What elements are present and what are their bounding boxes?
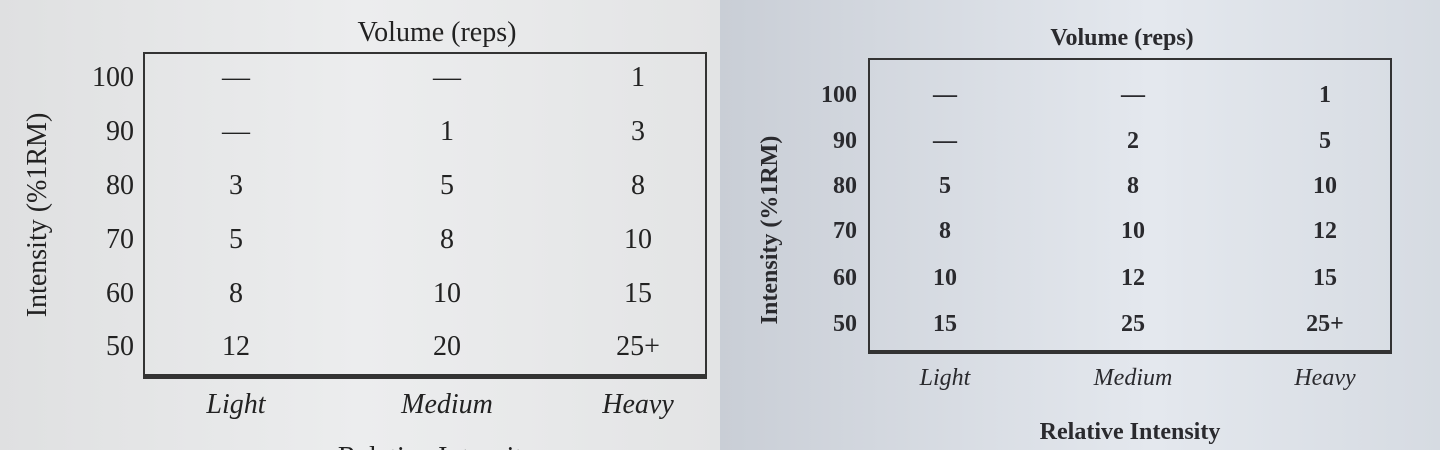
cell: 3 [631, 116, 645, 147]
column-label: Medium [1093, 365, 1173, 391]
cell: 25+ [616, 331, 660, 362]
cell: 5 [939, 173, 951, 199]
table-photo-left: Volume (reps) Intensity (%1RM) Relative In… [0, 0, 720, 450]
cell: — [222, 116, 250, 147]
cell: 5 [229, 224, 243, 255]
row-label: 60 [106, 278, 134, 309]
cell: 8 [229, 278, 243, 309]
cell: 8 [939, 218, 951, 244]
cell: 5 [440, 170, 454, 201]
x-axis-label: Relative Intensity [1039, 419, 1221, 445]
cell: 3 [229, 170, 243, 201]
cell: 10 [933, 265, 957, 291]
cell: 10 [1313, 173, 1337, 199]
cell: 12 [1313, 218, 1337, 244]
cell: 15 [1313, 265, 1337, 291]
cell: 8 [440, 224, 454, 255]
row-label: 80 [833, 173, 857, 199]
column-label: Light [206, 389, 266, 420]
title: Volume (reps) [357, 17, 517, 48]
cell: 1 [440, 116, 454, 147]
cell: — [933, 128, 957, 154]
table-frame [143, 52, 707, 379]
row-label: 70 [833, 218, 857, 244]
row-label: 90 [106, 116, 134, 147]
cell: — [933, 82, 957, 108]
cell: 1 [631, 62, 645, 93]
column-label: Light [919, 365, 971, 391]
cell: 15 [933, 311, 957, 337]
cell: 12 [1121, 265, 1145, 291]
cell: 25+ [1306, 311, 1344, 337]
column-label: Medium [401, 389, 493, 420]
cell: 10 [624, 224, 652, 255]
table-frame [868, 58, 1392, 354]
row-label: 70 [106, 224, 134, 255]
cell: — [1121, 82, 1145, 108]
row-label: 50 [106, 331, 134, 362]
cell: 20 [433, 331, 461, 362]
cell: 8 [631, 170, 645, 201]
cell: 8 [1127, 173, 1139, 199]
cell: — [433, 62, 461, 93]
cell: 10 [433, 278, 461, 309]
row-label: 90 [833, 128, 857, 154]
title: Volume (reps) [1050, 25, 1194, 51]
row-label: 60 [833, 265, 857, 291]
cell: 12 [222, 331, 250, 362]
cell: 5 [1319, 128, 1331, 154]
table-photo-right: Volume (reps) Intensity (%1RM) Relative In… [720, 0, 1440, 450]
cell: 15 [624, 278, 652, 309]
cell: 25 [1121, 311, 1145, 337]
cell: — [222, 62, 250, 93]
cell: 10 [1121, 218, 1145, 244]
row-label: 100 [92, 62, 134, 93]
row-label: 80 [106, 170, 134, 201]
x-axis-label: Relative Intensity [338, 444, 536, 450]
column-label: Heavy [1294, 365, 1356, 391]
column-label: Heavy [602, 389, 674, 420]
row-label: 100 [821, 82, 857, 108]
cell: 2 [1127, 128, 1139, 154]
cell: 1 [1319, 82, 1331, 108]
y-axis-label: Intensity (%1RM) [22, 112, 53, 318]
row-label: 50 [833, 311, 857, 337]
y-axis-label: Intensity (%1RM) [757, 135, 783, 325]
